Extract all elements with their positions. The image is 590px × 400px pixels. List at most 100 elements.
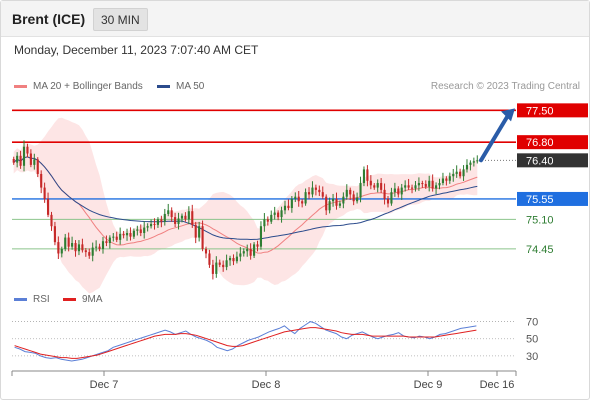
candle-body bbox=[472, 161, 475, 163]
legend-ma50-label: MA 50 bbox=[176, 81, 205, 92]
copyright-text: Research © 2023 Trading Central bbox=[430, 81, 580, 92]
candle-body bbox=[321, 192, 324, 197]
candle-body bbox=[469, 162, 472, 165]
candle-body bbox=[356, 197, 359, 202]
candle-body bbox=[19, 155, 22, 166]
rsi-tick-label-70: 70 bbox=[526, 317, 538, 329]
pivot-label-0: 75.55 bbox=[526, 194, 554, 206]
candle-body bbox=[397, 188, 400, 195]
resistance-label-bg-0 bbox=[517, 103, 588, 118]
candle-body bbox=[225, 260, 228, 268]
candle-body bbox=[417, 183, 420, 186]
candle-body bbox=[136, 229, 139, 231]
resistance-label-0: 77.50 bbox=[526, 105, 554, 117]
rsi-series-1 bbox=[14, 327, 477, 359]
x-tick-label-1: Dec 8 bbox=[252, 379, 281, 391]
candle-body bbox=[146, 226, 149, 228]
candle-body bbox=[194, 224, 197, 238]
candle-body bbox=[57, 242, 60, 254]
instrument-title: Brent (ICE) bbox=[12, 11, 86, 27]
candle-body bbox=[64, 237, 67, 249]
candle-body bbox=[129, 233, 132, 237]
candle-body bbox=[40, 173, 43, 188]
candle-body bbox=[366, 169, 369, 181]
candle-body bbox=[438, 183, 441, 186]
candle-body bbox=[98, 246, 101, 249]
candle-body bbox=[29, 153, 32, 165]
candle-body bbox=[249, 248, 252, 256]
x-tick-label-0: Dec 7 bbox=[90, 379, 119, 391]
rsi-tick-label-30: 30 bbox=[526, 351, 538, 363]
candle-body bbox=[22, 146, 26, 166]
candle-body bbox=[304, 192, 307, 204]
candle-body bbox=[318, 189, 321, 193]
timeframe-button[interactable]: 30 MIN bbox=[93, 8, 148, 31]
candle-body bbox=[301, 201, 304, 204]
candle-body bbox=[349, 189, 352, 195]
candle-body bbox=[191, 211, 194, 225]
candle-body bbox=[331, 198, 335, 202]
candle-body bbox=[373, 185, 376, 188]
ma9-swatch bbox=[63, 298, 76, 301]
candle-body bbox=[325, 196, 328, 211]
ma20-line bbox=[13, 156, 478, 254]
candle-body bbox=[177, 218, 180, 224]
candle-body bbox=[153, 223, 156, 225]
candle-body bbox=[125, 233, 129, 236]
candle-body bbox=[33, 159, 36, 165]
candle-body bbox=[380, 183, 383, 190]
candle-body bbox=[156, 219, 160, 225]
candle-body bbox=[235, 256, 238, 262]
candle-body bbox=[410, 187, 414, 189]
candle-body bbox=[36, 159, 39, 174]
candle-body bbox=[50, 214, 53, 227]
candle-body bbox=[43, 187, 46, 199]
candle-body bbox=[421, 183, 424, 185]
candle-body bbox=[46, 198, 50, 215]
legend-ma20: MA 20 + Bollinger Bands bbox=[14, 81, 143, 92]
candle-body bbox=[84, 250, 87, 253]
candle-body bbox=[253, 244, 256, 256]
candle-body bbox=[270, 214, 273, 222]
candle-body bbox=[445, 178, 448, 181]
candle-body bbox=[376, 183, 379, 188]
candle-body bbox=[335, 198, 338, 206]
candle-body bbox=[77, 244, 81, 252]
resistance-label-bg-1 bbox=[517, 135, 588, 150]
header-bar: Brent (ICE) 30 MIN bbox=[1, 1, 589, 37]
candle-body bbox=[143, 227, 146, 234]
candle-body bbox=[222, 264, 225, 268]
candle-body bbox=[112, 236, 115, 238]
resistance-label-1: 76.80 bbox=[526, 137, 554, 149]
candle-body bbox=[400, 187, 403, 195]
candle-body bbox=[115, 236, 118, 240]
support-label-2: 74.45 bbox=[526, 244, 554, 256]
candle-body bbox=[328, 201, 331, 211]
candle-body bbox=[428, 180, 431, 187]
candle-body bbox=[476, 160, 479, 162]
candle-body bbox=[311, 187, 314, 195]
candle-body bbox=[448, 176, 451, 181]
candle-body bbox=[273, 212, 276, 215]
rsi-series-0 bbox=[14, 321, 477, 362]
candle-body bbox=[259, 226, 263, 247]
candle-body bbox=[404, 185, 407, 188]
candle-body bbox=[74, 243, 77, 252]
candle-body bbox=[338, 203, 341, 206]
candle-body bbox=[452, 173, 455, 177]
candle-body bbox=[167, 210, 170, 214]
pivot-label-bg-0 bbox=[517, 191, 588, 206]
candle-body bbox=[95, 246, 98, 248]
x-tick-label-3: Dec 16 bbox=[480, 379, 515, 391]
rsi-swatch bbox=[14, 298, 27, 301]
candle-body bbox=[232, 258, 235, 262]
candle-body bbox=[266, 219, 269, 222]
candle-body bbox=[256, 244, 259, 247]
candle-body bbox=[91, 247, 94, 256]
candle-body bbox=[431, 180, 434, 189]
candle-body bbox=[383, 189, 386, 199]
candle-body bbox=[170, 210, 173, 218]
candle-body bbox=[414, 185, 417, 189]
candle-body bbox=[239, 253, 242, 257]
candle-body bbox=[208, 253, 211, 265]
